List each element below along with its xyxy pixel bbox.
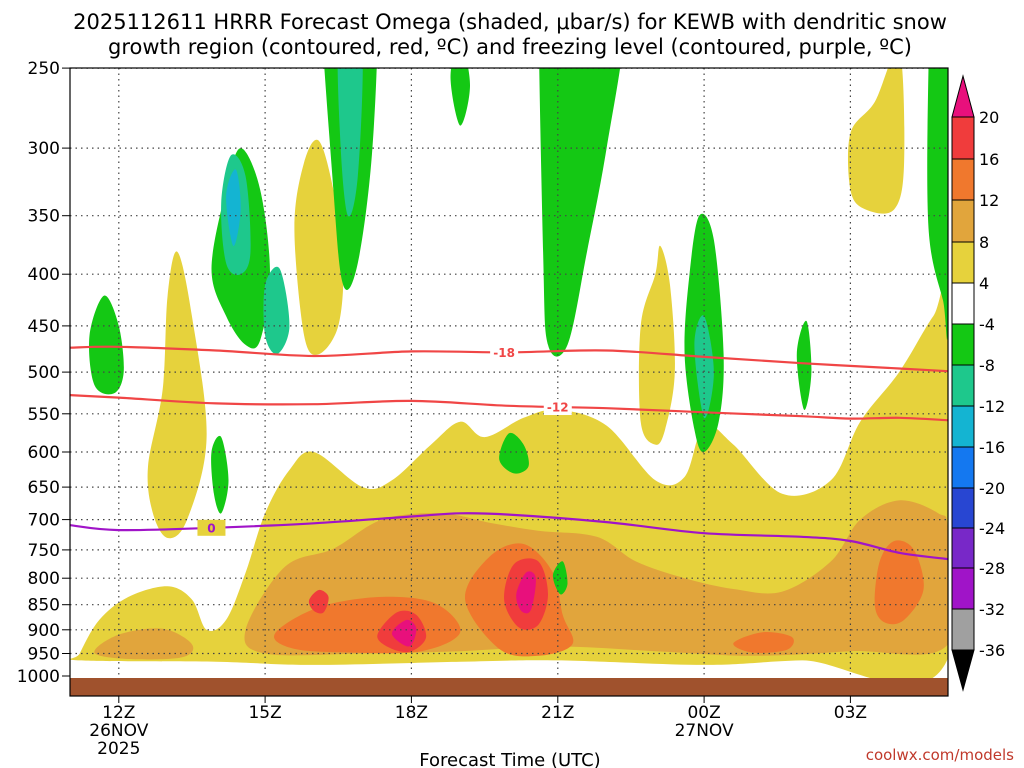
dgz-label-bg--18 <box>490 344 519 361</box>
x-tick-label-24: 00Z <box>687 703 720 723</box>
chart-title-line-1: 2025112611 HRRR Forecast Omega (shaded, … <box>73 10 947 34</box>
omega-region-upper-lift-band-2 <box>294 139 344 355</box>
freezing-level-label-bg-0 <box>197 519 226 536</box>
omega-region-strong-lift-4 <box>733 631 794 653</box>
colorbar-label-5: -4 <box>979 315 995 334</box>
x-tick-date-12: 26NOV <box>89 721 148 741</box>
omega-region-max-lift-3 <box>308 589 329 614</box>
omega-region-moderate-sinking-3 <box>263 266 290 355</box>
omega-region-sinking-small-4 <box>499 432 529 474</box>
omega-region-sinking-small-3 <box>450 68 470 126</box>
colorbar-label-13: -36 <box>979 641 1005 660</box>
colorbar-bin-11 <box>951 567 975 610</box>
y-tick-label-800: 800 <box>28 569 60 589</box>
x-tick-label-15: 15Z <box>248 703 281 723</box>
x-tick-label-21: 21Z <box>541 703 574 723</box>
y-tick-label-550: 550 <box>28 405 60 425</box>
omega-region-sinking-plume-21z <box>539 68 621 357</box>
y-tick-label-600: 600 <box>28 443 60 463</box>
y-tick-label-850: 850 <box>28 596 60 616</box>
colorbar-label-3: 8 <box>979 233 989 252</box>
y-tick-label-500: 500 <box>28 363 60 383</box>
omega-region-upper-lift-band-1 <box>147 251 207 539</box>
colorbar-label-12: -32 <box>979 600 1005 619</box>
colorbar-bin-1 <box>951 158 975 201</box>
dgz-label-bg--12 <box>543 399 572 416</box>
colorbar-bin-7 <box>951 405 975 448</box>
colorbar-bin-10 <box>951 527 975 569</box>
omega-region-sinking-small-2 <box>211 435 229 514</box>
colorbar-label-7: -12 <box>979 397 1005 416</box>
colorbar-label-9: -20 <box>979 479 1005 498</box>
x-tick-label-12: 12Z <box>102 703 135 723</box>
chart-title-line-2: growth region (contoured, red, ºC) and f… <box>108 35 912 59</box>
temperature-contours: -18 -12 0 <box>70 344 948 561</box>
dgz-contour--12 <box>70 394 948 422</box>
colorbar-top-arrow <box>951 74 975 118</box>
y-tick-label-650: 650 <box>28 478 60 498</box>
omega-region-moderate-sinking-2 <box>337 68 363 217</box>
colorbar-bin-6 <box>951 364 975 407</box>
colorbar-label-11: -28 <box>979 559 1005 578</box>
x-tick-label-27: 03Z <box>834 703 867 723</box>
y-tick-label-700: 700 <box>28 511 60 531</box>
omega-region-peak-lift-2 <box>516 571 536 614</box>
omega-region-upper-lift-band-4 <box>848 68 905 214</box>
omega-region-core-sinking <box>226 169 241 247</box>
y-tick-label-400: 400 <box>28 265 60 285</box>
colorbar-bin-2 <box>951 199 975 243</box>
colorbar-bin-4 <box>951 282 975 325</box>
omega-region-sinking-small-6 <box>796 320 812 411</box>
colorbar-label-0: 20 <box>979 108 999 127</box>
colorbar-label-6: -8 <box>979 356 995 375</box>
dgz-label--18: -18 <box>493 346 515 360</box>
y-tick-label-1000: 1000 <box>17 667 60 687</box>
omega-region-moderate-sinking-4 <box>694 315 714 419</box>
dgz-label--12: -12 <box>547 401 569 415</box>
x-axis-label: Forecast Time (UTC) <box>419 750 600 768</box>
freezing-level-label-0: 0 <box>207 521 215 535</box>
y-tick-label-950: 950 <box>28 645 60 665</box>
y-tick-label-250: 250 <box>28 59 60 79</box>
y-tick-label-350: 350 <box>28 207 60 227</box>
omega-region-peak-lift-1 <box>391 619 417 647</box>
colorbar: 20 16 12 8 4 -4 -8 -12 -16 -20 -24 -28 -32 -36 <box>951 74 1005 692</box>
omega-region-sinking-edge-east <box>927 68 948 340</box>
y-tick-label-750: 750 <box>28 541 60 561</box>
colorbar-label-2: 12 <box>979 191 999 210</box>
colorbar-bin-0 <box>951 116 975 160</box>
omega-region-sinking-small-1 <box>88 295 124 395</box>
x-tick-year-12: 2025 <box>97 739 140 759</box>
colorbar-bottom-arrow <box>951 649 975 692</box>
y-tick-label-900: 900 <box>28 621 60 641</box>
omega-region-upper-lift-band-3 <box>638 245 675 445</box>
colorbar-bin-8 <box>951 446 975 489</box>
credit-link[interactable]: coolwx.com/models <box>866 746 1014 764</box>
colorbar-label-10: -24 <box>979 519 1005 538</box>
colorbar-label-8: -16 <box>979 438 1005 457</box>
x-tick-label-18: 18Z <box>395 703 428 723</box>
colorbar-bin-3 <box>951 241 975 284</box>
y-tick-label-450: 450 <box>28 317 60 337</box>
colorbar-bin-5 <box>951 323 975 366</box>
colorbar-label-1: 16 <box>979 150 999 169</box>
x-tick-date-24: 27NOV <box>675 721 734 741</box>
colorbar-label-4: 4 <box>979 274 989 293</box>
colorbar-bin-9 <box>951 487 975 529</box>
y-axis: 250 300 350 400 450 500 550 600 650 700 750 800 850 9… <box>17 59 70 687</box>
ground-surface <box>70 678 948 696</box>
colorbar-bin-12 <box>951 608 975 651</box>
plot-frame <box>69 67 949 697</box>
y-tick-label-300: 300 <box>28 139 60 159</box>
omega-region-strong-lift-3 <box>874 540 924 625</box>
